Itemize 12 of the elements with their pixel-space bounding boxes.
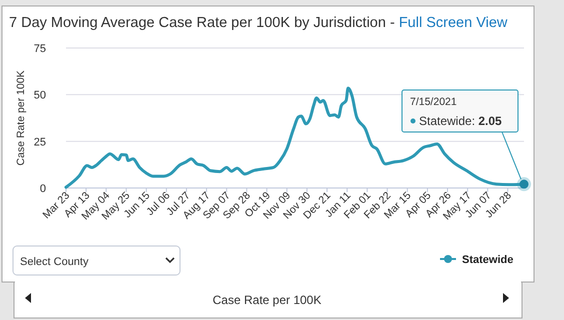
y-tick-label: 0 <box>40 183 46 195</box>
text: Case Rate per 100K <box>212 293 322 307</box>
dropdown-field: Select County <box>12 246 180 276</box>
y-tick-label: 25 <box>34 136 46 148</box>
annotation: 7/15/2021 <box>410 96 457 108</box>
annotation: Statewide: 2.05 <box>419 114 502 128</box>
legend-label: Statewide <box>462 254 514 266</box>
y-tick-label: 75 <box>34 43 46 55</box>
y-tick-label: 50 <box>34 90 46 102</box>
y-axis-title: Case Rate per 100K <box>15 70 27 166</box>
chart-title: 7 Day Moving Average Case Rate per 100K by Jurisdiction - <box>9 15 395 31</box>
text: Full Screen View <box>398 15 508 31</box>
